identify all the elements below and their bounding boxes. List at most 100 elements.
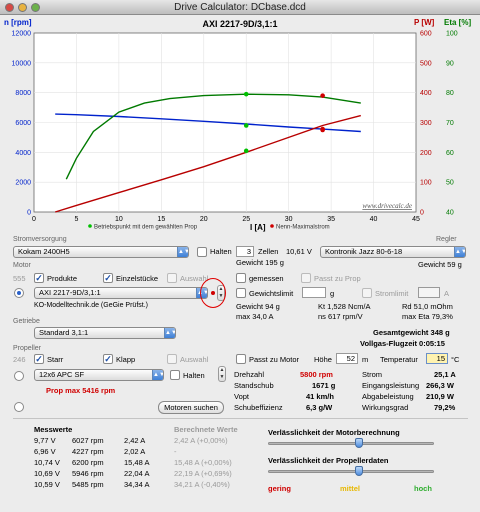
rpm-tick-label: 8000 bbox=[15, 90, 31, 97]
hoehe-field[interactable]: 52 bbox=[336, 353, 358, 364]
stromlimit-field[interactable] bbox=[418, 287, 440, 298]
section-label-stromversorgung: Stromversorgung bbox=[13, 236, 67, 243]
battery-select[interactable]: Kokam 2400H5 ▲▼ bbox=[13, 246, 189, 258]
eta-tick-label: 90 bbox=[446, 60, 454, 67]
passt-zu-motor-checkbox[interactable] bbox=[236, 354, 246, 364]
propeller-halten-checkbox[interactable] bbox=[170, 370, 180, 380]
stromlimit-checkbox[interactable] bbox=[362, 288, 372, 298]
x-tick-label: 45 bbox=[412, 216, 420, 223]
legend-marker bbox=[270, 224, 274, 228]
chart-title: AXI 2217-9D/3,1:1 bbox=[202, 19, 277, 29]
motoren-suchen-button[interactable]: Motoren suchen bbox=[158, 401, 224, 414]
prop-max-rpm: Prop max 5416 rpm bbox=[46, 386, 116, 395]
rpm-tick-label: 4000 bbox=[15, 150, 31, 157]
gesamtgewicht: Gesamtgewicht 348 g bbox=[373, 328, 450, 337]
chevron-down-icon: ▲▼ bbox=[454, 247, 466, 257]
drehzahl-value: 5800 rpm bbox=[300, 370, 333, 379]
berechnete-werte-header: Berechnete Werte bbox=[174, 425, 238, 434]
motor-select-value: AXI 2217-9D/3,1:1 bbox=[39, 288, 101, 297]
passt-zu-prop-checkbox[interactable] bbox=[301, 273, 311, 283]
messwerte-cell-calc: 34,21 A (-0,40%) bbox=[174, 480, 230, 489]
eingangsleistung-label: Eingangsleistung bbox=[362, 381, 420, 390]
motor-rd: Rd 51,0 mOhm bbox=[402, 302, 453, 311]
motor-select[interactable]: AXI 2217-9D/3,1:1 ▲▼ bbox=[34, 287, 208, 299]
propeller-select[interactable]: 12x6 APC SF ▲▼ bbox=[34, 369, 164, 381]
regler-select[interactable]: Kontronik Jazz 80-6-18 ▲▼ bbox=[320, 246, 466, 258]
regler-select-value: Kontronik Jazz 80-6-18 bbox=[325, 247, 403, 256]
starr-checkbox[interactable]: ✓ bbox=[34, 354, 44, 364]
power-tick-label: 200 bbox=[420, 150, 432, 157]
vopt-label: Vopt bbox=[234, 392, 250, 401]
zoom-window-button[interactable] bbox=[31, 3, 40, 12]
einzelstuecke-checkbox[interactable]: ✓ bbox=[103, 273, 113, 283]
battery-halten-label: Halten bbox=[210, 247, 232, 256]
getriebe-select[interactable]: Standard 3,1:1 ▲▼ bbox=[34, 327, 176, 339]
x-tick-label: 20 bbox=[200, 216, 208, 223]
temperatur-field[interactable]: 15 bbox=[426, 353, 448, 364]
drehzahl-label: Drehzahl bbox=[234, 370, 265, 379]
minimize-window-button[interactable] bbox=[18, 3, 27, 12]
propeller-select-value: 12x6 APC SF bbox=[39, 370, 85, 379]
gewichtslimit-label: Gewichtslimit bbox=[249, 289, 294, 298]
einzelstuecke-label: Einzelstücke bbox=[116, 274, 159, 283]
vollgas-flugzeit: Vollgas-Flugzeit 0:05:15 bbox=[360, 339, 445, 348]
standschub-label: Standschub bbox=[234, 381, 274, 390]
motor-reliability-thumb[interactable] bbox=[355, 438, 364, 448]
power-tick-label: 400 bbox=[420, 90, 432, 97]
legend-label: Nenn-Maximalstrom bbox=[276, 225, 330, 231]
propeller-stepper[interactable]: ▲ ▼ bbox=[218, 366, 226, 382]
y-axis-label-power: P [W] bbox=[414, 18, 435, 27]
battery-halten-checkbox[interactable] bbox=[197, 247, 207, 257]
produkte-checkbox[interactable]: ✓ bbox=[34, 273, 44, 283]
prop-auswahl-checkbox[interactable] bbox=[167, 354, 177, 364]
motor-auswahl-label: Auswahl bbox=[180, 274, 209, 283]
klapp-label: Klapp bbox=[116, 355, 136, 364]
rpm-tick-label: 0 bbox=[27, 210, 31, 217]
motor-radio[interactable] bbox=[14, 288, 24, 298]
gewichtslimit-checkbox[interactable] bbox=[236, 288, 246, 298]
messwerte-cell-calc: 15,48 A (+0,00%) bbox=[174, 458, 232, 467]
legend-label: Betriebspunkt mit dem gewählten Prop bbox=[94, 225, 198, 231]
reliability-low-label: gering bbox=[268, 484, 291, 493]
hoehe-unit: m bbox=[362, 355, 369, 364]
x-tick-label: 15 bbox=[157, 216, 165, 223]
operating-point-marker bbox=[243, 91, 249, 97]
propeller-radio[interactable] bbox=[14, 371, 24, 381]
power-tick-label: 500 bbox=[420, 60, 432, 67]
schubeffizienz-value: 6,3 g/W bbox=[306, 403, 333, 412]
power-tick-label: 100 bbox=[420, 180, 432, 187]
operating-point-marker bbox=[243, 148, 249, 154]
zellen-label: Zellen bbox=[258, 247, 279, 256]
schubeffizienz-label: Schubeffizienz bbox=[234, 403, 283, 412]
gemessen-checkbox[interactable] bbox=[236, 273, 246, 283]
rpm-tick-label: 12000 bbox=[12, 31, 32, 38]
standschub-value: 1671 g bbox=[312, 381, 336, 390]
prop-reliability-thumb[interactable] bbox=[355, 466, 364, 476]
messwerte-cell-v: 6,96 V bbox=[34, 447, 56, 456]
propeller-halten-label: Halten bbox=[183, 371, 205, 380]
abgabeleistung-label: Abgabeleistung bbox=[362, 392, 414, 401]
close-window-button[interactable] bbox=[5, 3, 14, 12]
x-tick-label: 25 bbox=[242, 216, 250, 223]
highlight-circle bbox=[200, 278, 226, 308]
eingangsleistung-value: 266,3 W bbox=[426, 381, 454, 390]
messwerte-cell-rpm: 4227 rpm bbox=[72, 447, 104, 456]
eta-tick-label: 40 bbox=[446, 210, 454, 217]
zellen-field[interactable]: 3 bbox=[236, 246, 254, 257]
eta-tick-label: 50 bbox=[446, 180, 454, 187]
messwerte-cell-calc: - bbox=[174, 447, 177, 456]
messwerte-cell-a: 2,02 A bbox=[124, 447, 146, 456]
extra-radio[interactable] bbox=[14, 402, 24, 412]
chevron-down-icon: ▲▼ bbox=[164, 328, 176, 338]
motor-auswahl-checkbox[interactable] bbox=[167, 273, 177, 283]
eta-tick-label: 70 bbox=[446, 120, 454, 127]
rpm-tick-label: 2000 bbox=[15, 180, 31, 187]
x-tick-label: 35 bbox=[327, 216, 335, 223]
gewichtslimit-field[interactable] bbox=[302, 287, 326, 298]
messwerte-cell-a: 2,42 A bbox=[124, 436, 146, 445]
power-tick-label: 600 bbox=[420, 31, 432, 38]
starr-label: Starr bbox=[47, 355, 64, 364]
klapp-checkbox[interactable]: ✓ bbox=[103, 354, 113, 364]
messwerte-cell-rpm: 5485 rpm bbox=[72, 480, 104, 489]
temperatur-label: Temperatur bbox=[380, 355, 418, 364]
